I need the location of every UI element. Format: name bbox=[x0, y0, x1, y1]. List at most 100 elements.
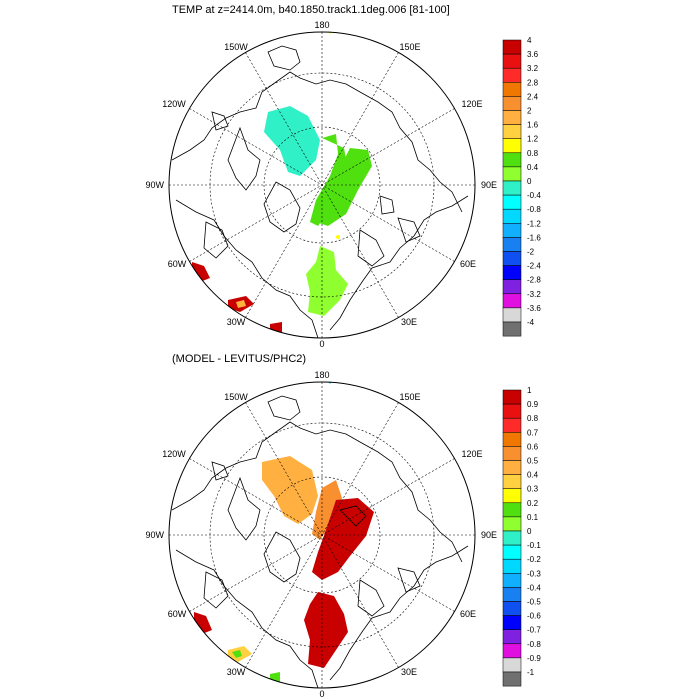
region-canada-basin-top bbox=[264, 106, 320, 176]
colorbar-swatch bbox=[502, 223, 522, 238]
region-atlantic-orange-top bbox=[236, 300, 246, 308]
colorbar-tick-label: -4 bbox=[527, 318, 535, 327]
colorbar-top: 4 3.6 3.2 2.8 2.4 2 1.6 1.2 0.8 0.4 0 -0.4 -0.8 -1.2 -… bbox=[502, 36, 541, 337]
map-outline-bottom bbox=[168, 381, 476, 689]
colorbar-tick-label: -0.4 bbox=[527, 583, 541, 592]
lon-label: 0 bbox=[319, 689, 324, 699]
colorbar-tick-label: 0.7 bbox=[527, 428, 539, 437]
region-canada-basin-bottom bbox=[262, 456, 318, 524]
colorbar-tick-label: -0.8 bbox=[527, 205, 541, 214]
map-fill-bottom bbox=[169, 382, 475, 688]
colorbar-swatch bbox=[502, 657, 522, 673]
lon-labels-bottom: 180 150W 150E 120W 120E 90W 90E 60W 60E … bbox=[145, 370, 497, 699]
colorbar-swatch bbox=[502, 307, 522, 323]
colorbar-swatch bbox=[502, 82, 522, 97]
colorbar-tick-label: 1.2 bbox=[527, 135, 539, 144]
lon-label: 150E bbox=[399, 42, 420, 52]
colorbar-swatch bbox=[502, 110, 522, 125]
region-eurasian-top bbox=[316, 148, 372, 226]
title-top: TEMP at z=2414.0m, b40.1850.track1.1deg.… bbox=[172, 4, 450, 16]
colorbar-tick-label: -2 bbox=[527, 248, 535, 257]
colorbar-tick-label: 0 bbox=[527, 527, 532, 536]
colorbar-tick-label: -0.9 bbox=[527, 654, 541, 663]
colorbar-swatch bbox=[502, 474, 522, 489]
colorbar-tick-label: -2.4 bbox=[527, 262, 541, 271]
map-outline-top bbox=[168, 31, 476, 339]
lon-label: 90W bbox=[145, 180, 164, 190]
colorbar-swatch bbox=[502, 460, 522, 475]
colorbar-swatch bbox=[502, 432, 522, 447]
region-dot-top-2 bbox=[328, 32, 332, 34]
colorbar-tick-label: -3.2 bbox=[527, 290, 541, 299]
lon-label: 150E bbox=[399, 392, 420, 402]
colorbar-swatch bbox=[502, 293, 522, 309]
colorbar-tick-label: 0.1 bbox=[527, 513, 539, 522]
colorbar-tick-label: -0.4 bbox=[527, 191, 541, 200]
colorbar-swatch bbox=[502, 279, 522, 295]
colorbar-swatch bbox=[502, 573, 522, 588]
lon-label: 120E bbox=[461, 449, 482, 459]
colorbar-tick-label: 2.8 bbox=[527, 78, 539, 87]
coastlines-bottom bbox=[171, 395, 469, 688]
colorbar-swatch bbox=[502, 643, 522, 659]
lon-label: 90W bbox=[145, 530, 164, 540]
colorbar-tick-label: -0.2 bbox=[527, 555, 541, 564]
colorbar-tick-label: 2.4 bbox=[527, 92, 539, 101]
colorbar-swatch bbox=[502, 39, 522, 55]
lon-label: 180 bbox=[314, 20, 329, 30]
panel-bottom: (MODEL - LEVITUS/PHC2) bbox=[145, 353, 541, 699]
colorbar-swatch bbox=[502, 615, 522, 630]
graticule-top bbox=[169, 32, 475, 338]
colorbar-swatch bbox=[502, 516, 522, 532]
lon-label: 60E bbox=[460, 259, 476, 269]
colorbar-swatch bbox=[502, 502, 522, 518]
colorbar-tick-label: 1 bbox=[527, 386, 532, 395]
lon-label: 150W bbox=[224, 42, 248, 52]
colorbar-swatch bbox=[502, 671, 522, 687]
colorbar-tick-label: -1.6 bbox=[527, 233, 541, 242]
colorbar-swatch bbox=[502, 265, 522, 280]
colorbar-tick-label: -0.1 bbox=[527, 541, 541, 550]
colorbar-tick-label: -1 bbox=[527, 668, 535, 677]
colorbar-swatch bbox=[502, 417, 522, 433]
lon-labels-top: 180 150W 150E 120W 120E 90W 90E 60W 60E … bbox=[145, 20, 497, 349]
colorbar-swatch bbox=[502, 180, 522, 196]
colorbar-swatch bbox=[502, 208, 522, 224]
region-nansen-bottom bbox=[304, 592, 348, 668]
region-dot-bottom bbox=[328, 382, 332, 384]
region-nansen-top bbox=[306, 246, 348, 316]
colorbar-tick-label: 0.4 bbox=[527, 471, 539, 480]
lon-label: 150W bbox=[224, 392, 248, 402]
colorbar-tick-label: 0.8 bbox=[527, 414, 539, 423]
map-fill-top bbox=[169, 32, 475, 338]
title-bottom: (MODEL - LEVITUS/PHC2) bbox=[172, 353, 306, 365]
colorbar-swatch bbox=[502, 67, 522, 83]
lon-label: 30E bbox=[401, 667, 417, 677]
colorbar-swatch bbox=[502, 403, 522, 419]
colorbar-tick-label: 0 bbox=[527, 177, 532, 186]
colorbar-tick-label: -2.8 bbox=[527, 276, 541, 285]
colorbar-swatch bbox=[502, 530, 522, 546]
colorbar-swatch bbox=[502, 446, 522, 461]
colorbar-tick-label: -0.8 bbox=[527, 640, 541, 649]
lon-label: 120W bbox=[162, 449, 186, 459]
colorbar-tick-label: 0.4 bbox=[527, 163, 539, 172]
region-makarov-bottom bbox=[312, 480, 342, 540]
colorbar-swatch bbox=[502, 53, 522, 69]
colorbar-swatch bbox=[502, 601, 522, 616]
colorbar-swatch bbox=[502, 389, 522, 405]
colorbar-swatch bbox=[502, 544, 522, 560]
coastlines-top bbox=[171, 45, 469, 338]
colorbar-tick-label: -0.7 bbox=[527, 626, 541, 635]
lon-label: 90E bbox=[481, 530, 497, 540]
colorbar-tick-label: 0.3 bbox=[527, 485, 539, 494]
colorbar-tick-label: -3.6 bbox=[527, 304, 541, 313]
colorbar-tick-label: -0.3 bbox=[527, 569, 541, 578]
region-dot-top bbox=[336, 235, 340, 239]
colorbar-tick-label: -1.2 bbox=[527, 219, 541, 228]
colorbar-tick-label: 3.6 bbox=[527, 50, 539, 59]
colorbar-swatch bbox=[502, 629, 522, 645]
colorbar-swatch bbox=[502, 251, 522, 266]
colorbar-tick-label: 0.6 bbox=[527, 442, 539, 451]
